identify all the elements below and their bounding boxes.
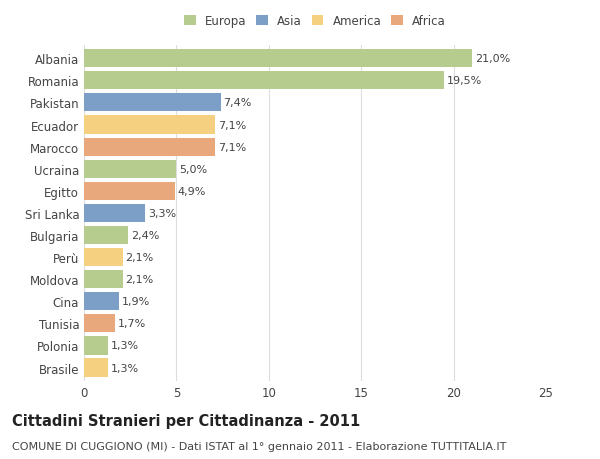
Text: 2,1%: 2,1%	[125, 252, 154, 263]
Text: 1,7%: 1,7%	[118, 319, 146, 329]
Text: 2,1%: 2,1%	[125, 274, 154, 285]
Text: Cittadini Stranieri per Cittadinanza - 2011: Cittadini Stranieri per Cittadinanza - 2…	[12, 413, 360, 428]
Text: 7,4%: 7,4%	[224, 98, 252, 108]
Bar	[84, 226, 128, 245]
Bar	[84, 138, 215, 157]
Bar	[84, 270, 123, 289]
Bar	[84, 292, 119, 311]
Text: 1,9%: 1,9%	[122, 297, 150, 307]
Bar	[84, 50, 472, 68]
Text: 7,1%: 7,1%	[218, 142, 246, 152]
Text: 3,3%: 3,3%	[148, 208, 176, 218]
Bar	[84, 314, 115, 333]
Bar	[84, 116, 215, 134]
Text: 1,3%: 1,3%	[111, 363, 139, 373]
Text: 7,1%: 7,1%	[218, 120, 246, 130]
Legend: Europa, Asia, America, Africa: Europa, Asia, America, Africa	[184, 15, 446, 28]
Text: 4,9%: 4,9%	[178, 186, 206, 196]
Text: 21,0%: 21,0%	[475, 54, 510, 64]
Bar	[84, 204, 145, 223]
Bar	[84, 72, 445, 90]
Text: 1,3%: 1,3%	[111, 341, 139, 351]
Bar	[84, 94, 221, 112]
Bar	[84, 160, 176, 179]
Text: 19,5%: 19,5%	[447, 76, 482, 86]
Text: 2,4%: 2,4%	[131, 230, 160, 241]
Text: COMUNE DI CUGGIONO (MI) - Dati ISTAT al 1° gennaio 2011 - Elaborazione TUTTITALI: COMUNE DI CUGGIONO (MI) - Dati ISTAT al …	[12, 441, 506, 451]
Bar	[84, 182, 175, 201]
Text: 5,0%: 5,0%	[179, 164, 207, 174]
Bar	[84, 358, 108, 377]
Bar	[84, 336, 108, 355]
Bar	[84, 248, 123, 267]
